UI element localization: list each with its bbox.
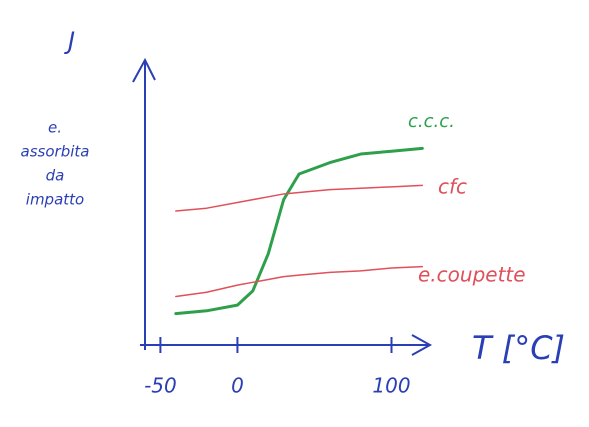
y-axis-label: e. bbox=[48, 119, 62, 137]
x-tick-label: 100 bbox=[372, 374, 410, 398]
x-tick-label: -50 bbox=[144, 374, 177, 398]
series-line bbox=[176, 185, 422, 211]
x-tick-label: 0 bbox=[231, 374, 244, 398]
y-axis-label: assorbita bbox=[21, 143, 90, 161]
series-label: c.c.c. bbox=[408, 111, 455, 132]
y-axis-label: impatto bbox=[26, 191, 84, 209]
y-unit: J bbox=[64, 27, 75, 55]
series-line bbox=[176, 267, 422, 297]
series-line bbox=[176, 148, 422, 313]
chart: Je. assorbita da impatto T [°C] -50 0 100 c.c.c.… bbox=[0, 0, 589, 427]
x-axis-label: T [°C] bbox=[472, 329, 565, 367]
y-axis-label: da bbox=[46, 167, 65, 185]
series-label: cfc bbox=[438, 175, 467, 199]
series-label: e.coupette bbox=[418, 263, 526, 287]
